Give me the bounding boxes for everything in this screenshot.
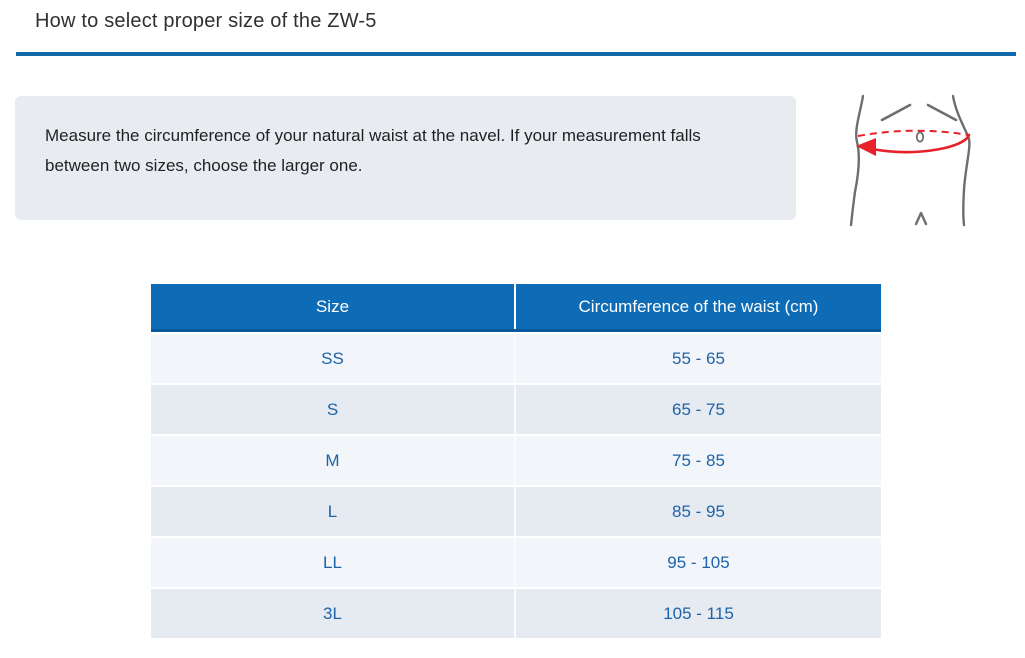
size-cell: L [151, 487, 516, 536]
table-row: S 65 - 75 [151, 385, 881, 434]
circumference-cell: 95 - 105 [667, 552, 730, 572]
waist-measurement-icon [846, 94, 980, 228]
size-chart-header-row: Size Circumference of the waist (cm) [151, 284, 881, 332]
size-cell: LL [151, 538, 516, 587]
table-row: L 85 - 95 [151, 487, 881, 536]
circumference-cell: 75 - 85 [672, 450, 725, 470]
circumference-cell: 55 - 65 [672, 348, 725, 368]
measurement-instruction-box: Measure the circumference of your natura… [15, 96, 796, 220]
size-cell: S [151, 385, 516, 434]
table-row: M 75 - 85 [151, 436, 881, 485]
circumference-cell: 65 - 75 [672, 399, 725, 419]
title-divider [16, 52, 1016, 56]
column-header-circumference: Circumference of the waist (cm) [578, 296, 819, 316]
size-cell: SS [151, 334, 516, 383]
page-title: How to select proper size of the ZW-5 [35, 10, 377, 32]
table-row: SS 55 - 65 [151, 334, 881, 383]
circumference-cell: 85 - 95 [672, 501, 725, 521]
size-cell: 3L [151, 589, 516, 638]
column-header-size: Size [151, 284, 516, 329]
table-row: 3L 105 - 115 [151, 589, 881, 638]
table-row: LL 95 - 105 [151, 538, 881, 587]
size-chart-table: Size Circumference of the waist (cm) SS … [151, 284, 881, 638]
size-cell: M [151, 436, 516, 485]
circumference-cell: 105 - 115 [663, 603, 734, 623]
measurement-instruction-text: Measure the circumference of your natura… [45, 126, 701, 175]
